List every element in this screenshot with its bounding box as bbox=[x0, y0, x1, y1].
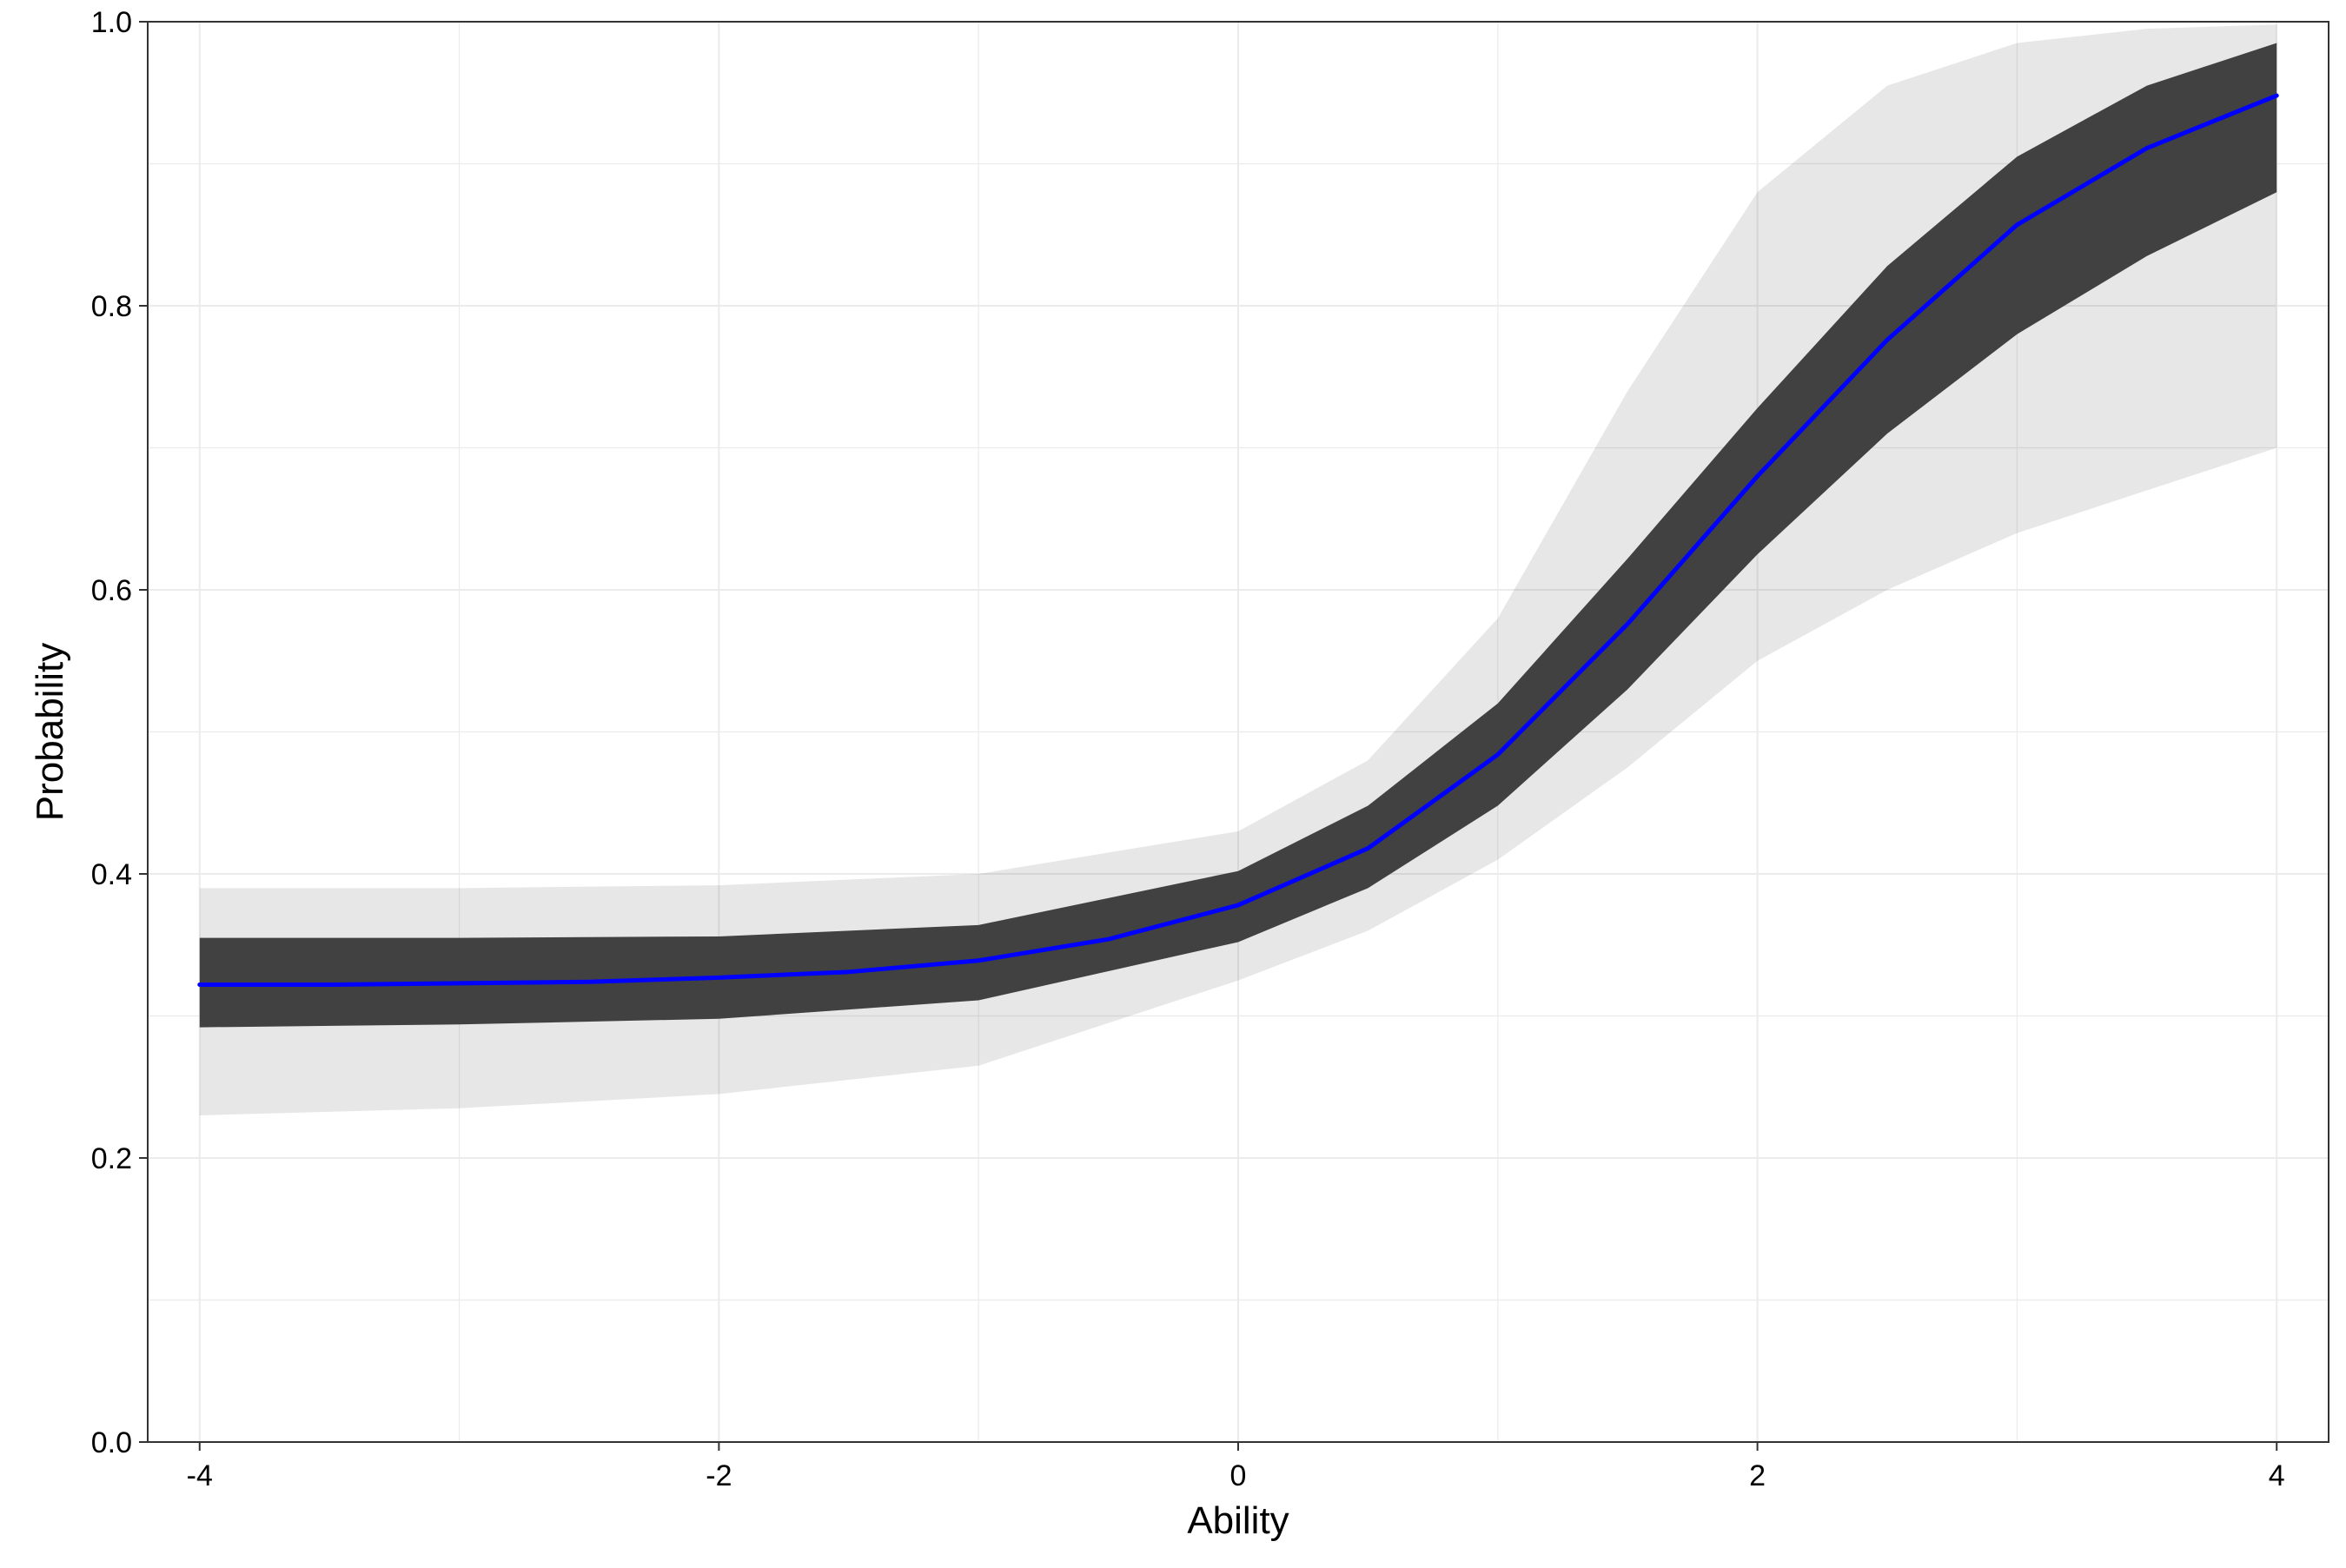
axes: -4 -2 0 2 4 0.0 0.2 0.4 0.6 0.8 1.0 bbox=[91, 6, 2329, 1492]
y-tick-label: 0.4 bbox=[91, 858, 132, 891]
x-tick-label: 4 bbox=[2269, 1459, 2285, 1492]
x-tick-label: 0 bbox=[1230, 1459, 1247, 1492]
mean-curve-line bbox=[197, 93, 2279, 988]
y-tick-label: 0.6 bbox=[91, 574, 132, 607]
posterior-draws-outer-band bbox=[199, 24, 2277, 1115]
posterior-draws-core-band bbox=[199, 43, 2277, 1028]
y-tick-label: 0.2 bbox=[91, 1142, 132, 1175]
y-tick-label: 0.0 bbox=[91, 1426, 132, 1459]
posterior-draws bbox=[199, 24, 2277, 1115]
y-axis-title: Probability bbox=[29, 643, 71, 821]
y-tick-label: 0.8 bbox=[91, 290, 132, 323]
y-tick-label: 1.0 bbox=[91, 6, 132, 39]
mean-curve-group bbox=[197, 93, 2279, 988]
x-tick-label: -2 bbox=[706, 1459, 732, 1492]
x-tick-label: 2 bbox=[1749, 1459, 1766, 1492]
x-tick-label: -4 bbox=[187, 1459, 213, 1492]
x-axis-title: Ability bbox=[1187, 1499, 1289, 1542]
